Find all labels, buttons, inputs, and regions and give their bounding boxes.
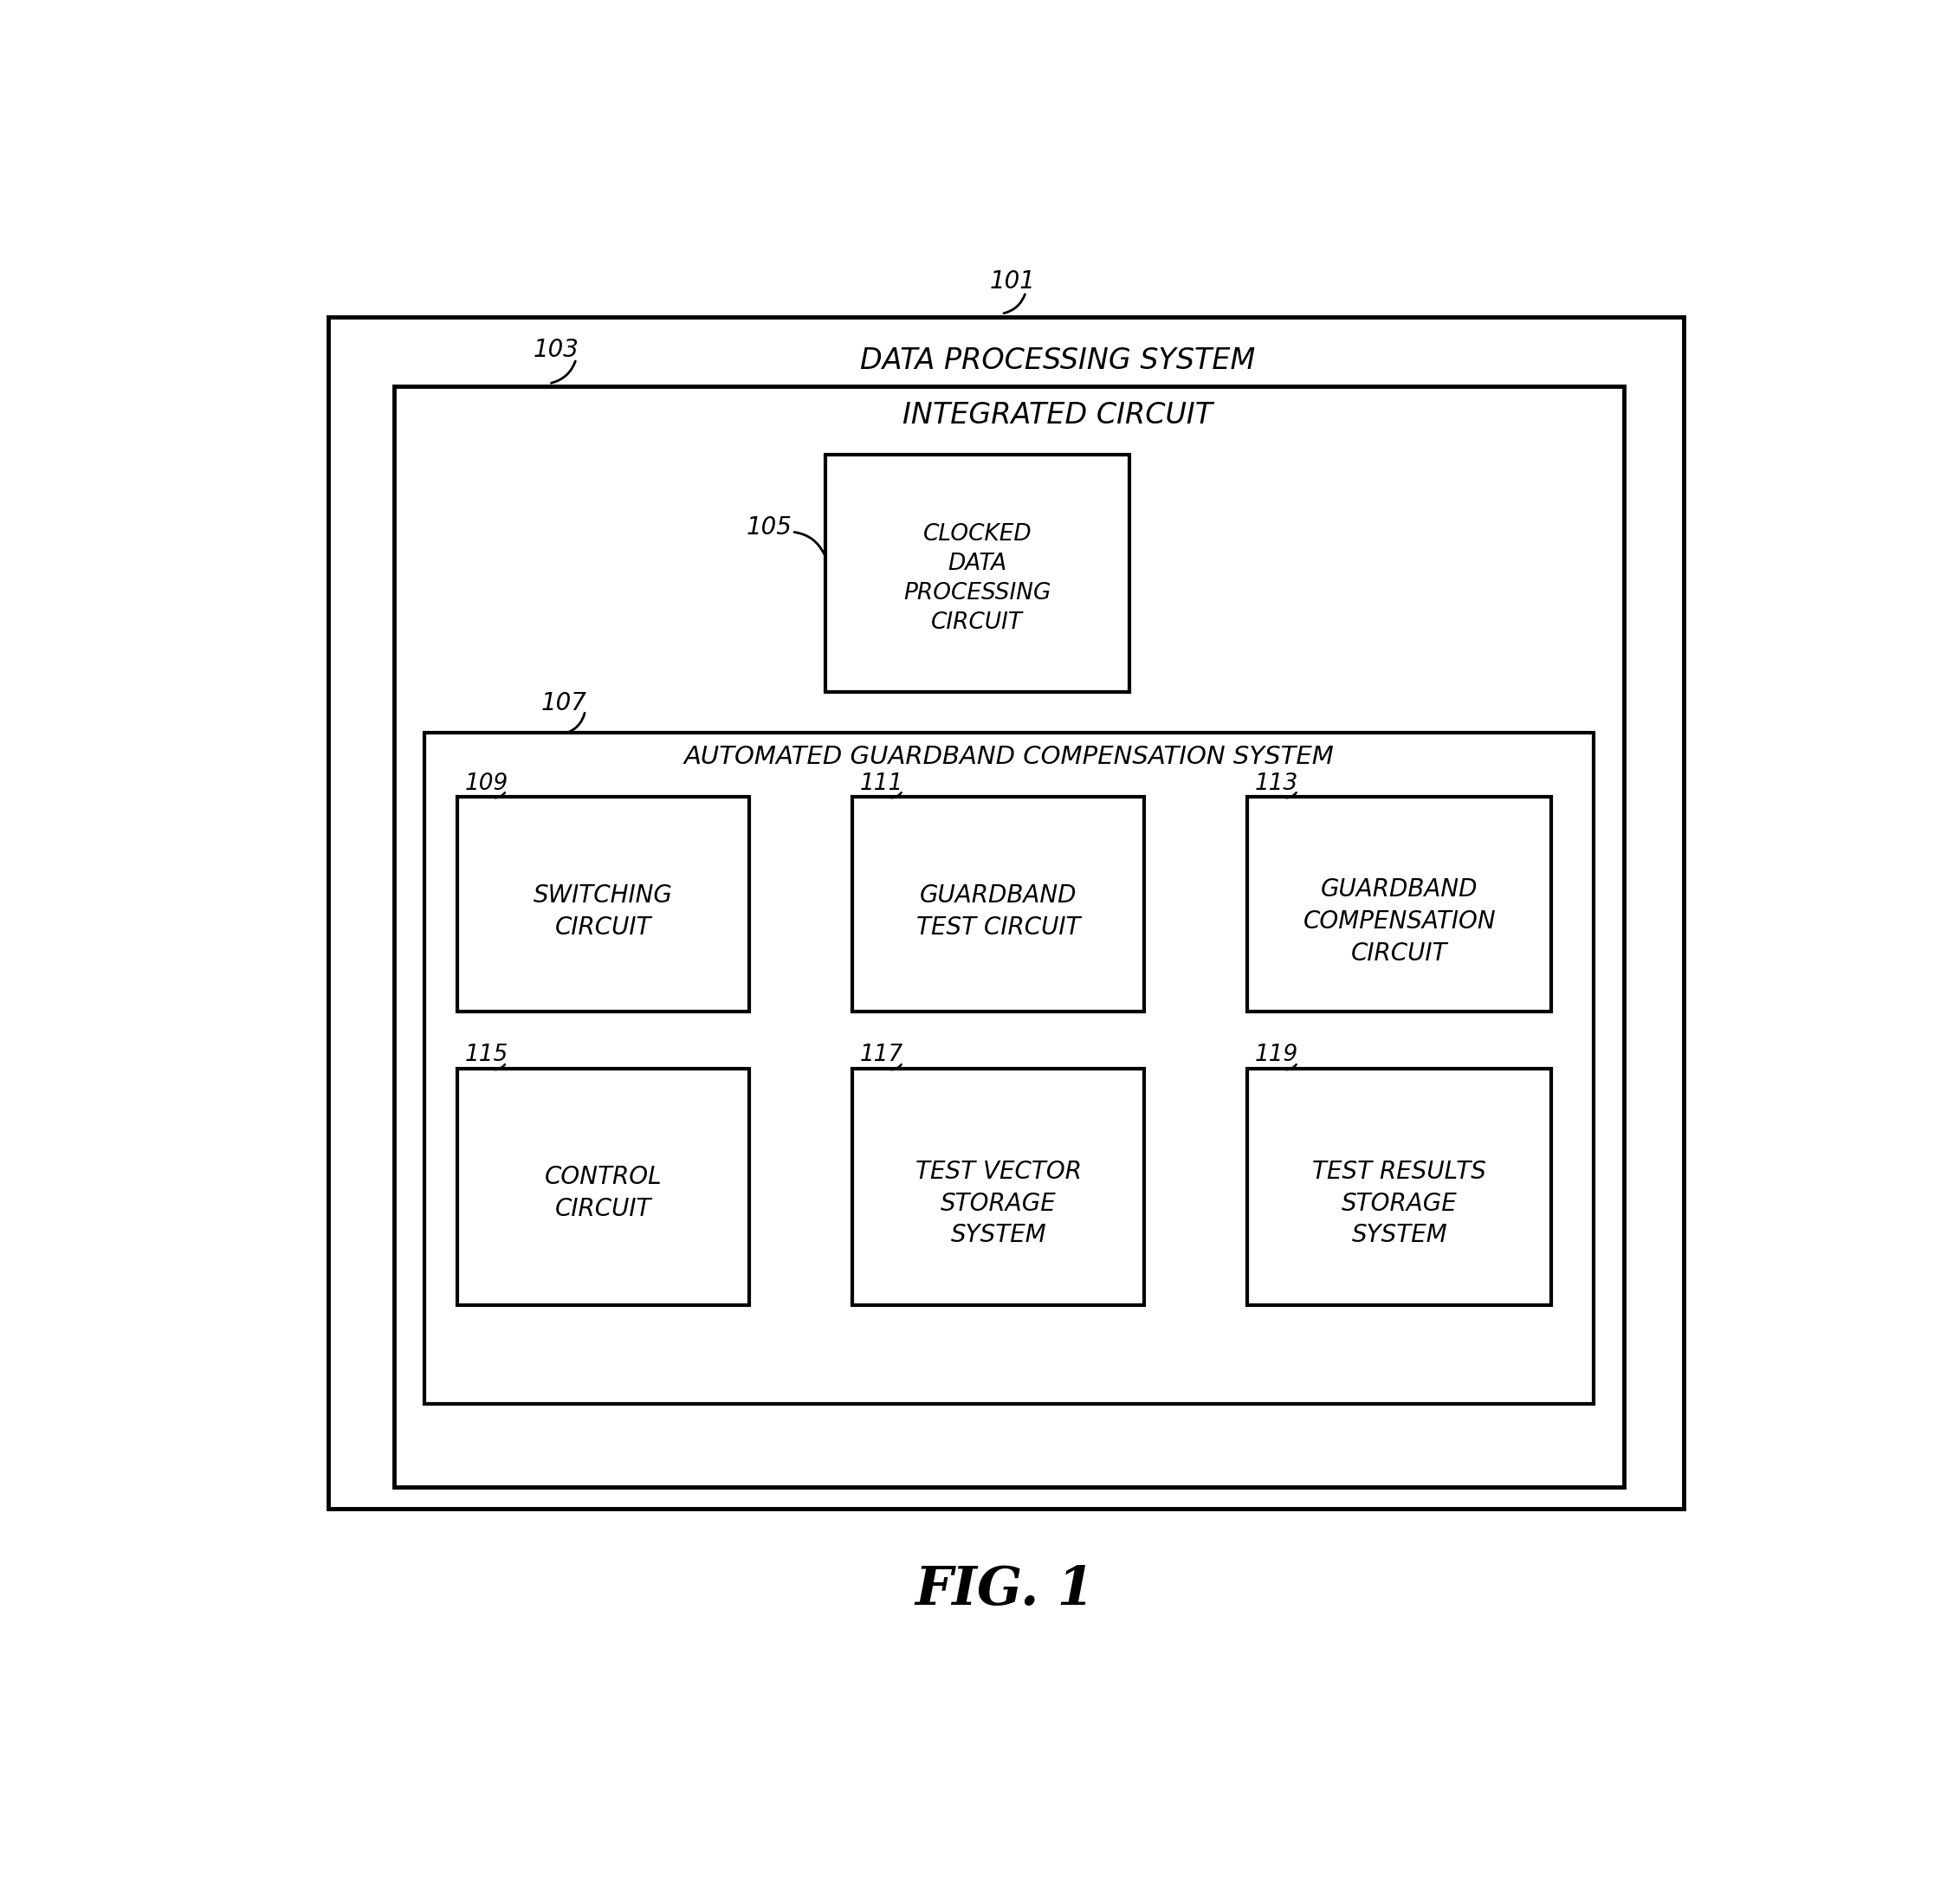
Text: 103: 103 <box>533 338 580 362</box>
Text: 115: 115 <box>465 1044 510 1067</box>
Text: INTEGRATED CIRCUIT: INTEGRATED CIRCUIT <box>902 402 1213 430</box>
Bar <box>1249 797 1552 1012</box>
Text: AUTOMATED GUARDBAND COMPENSATION SYSTEM: AUTOMATED GUARDBAND COMPENSATION SYSTEM <box>684 746 1335 768</box>
Text: CONTROL
CIRCUIT: CONTROL CIRCUIT <box>545 1165 662 1222</box>
Bar <box>853 1069 1145 1305</box>
Text: 107: 107 <box>541 691 586 716</box>
Text: SWITCHING
CIRCUIT: SWITCHING CIRCUIT <box>533 884 672 940</box>
Text: GUARDBAND
TEST CIRCUIT: GUARDBAND TEST CIRCUIT <box>917 884 1080 940</box>
Text: GUARDBAND
COMPENSATION
CIRCUIT: GUARDBAND COMPENSATION CIRCUIT <box>1303 878 1495 965</box>
Text: 105: 105 <box>747 515 792 540</box>
Bar <box>459 1069 749 1305</box>
Text: 109: 109 <box>465 772 510 795</box>
Text: CLOCKED
DATA
PROCESSING
CIRCUIT: CLOCKED DATA PROCESSING CIRCUIT <box>904 523 1051 634</box>
Bar <box>459 797 749 1012</box>
Text: 101: 101 <box>990 270 1035 295</box>
Text: DATA PROCESSING SYSTEM: DATA PROCESSING SYSTEM <box>860 346 1254 374</box>
Bar <box>329 317 1684 1509</box>
Text: 117: 117 <box>860 1044 904 1067</box>
Text: 119: 119 <box>1254 1044 1299 1067</box>
Text: FIG. 1: FIG. 1 <box>915 1563 1094 1616</box>
Text: 113: 113 <box>1254 772 1299 795</box>
Bar <box>853 797 1145 1012</box>
Text: 111: 111 <box>860 772 904 795</box>
Bar <box>423 733 1593 1405</box>
Text: TEST RESULTS
STORAGE
SYSTEM: TEST RESULTS STORAGE SYSTEM <box>1313 1159 1486 1248</box>
Bar <box>394 387 1625 1488</box>
Bar <box>825 455 1129 691</box>
Bar <box>1249 1069 1552 1305</box>
Text: TEST VECTOR
STORAGE
SYSTEM: TEST VECTOR STORAGE SYSTEM <box>915 1159 1082 1248</box>
